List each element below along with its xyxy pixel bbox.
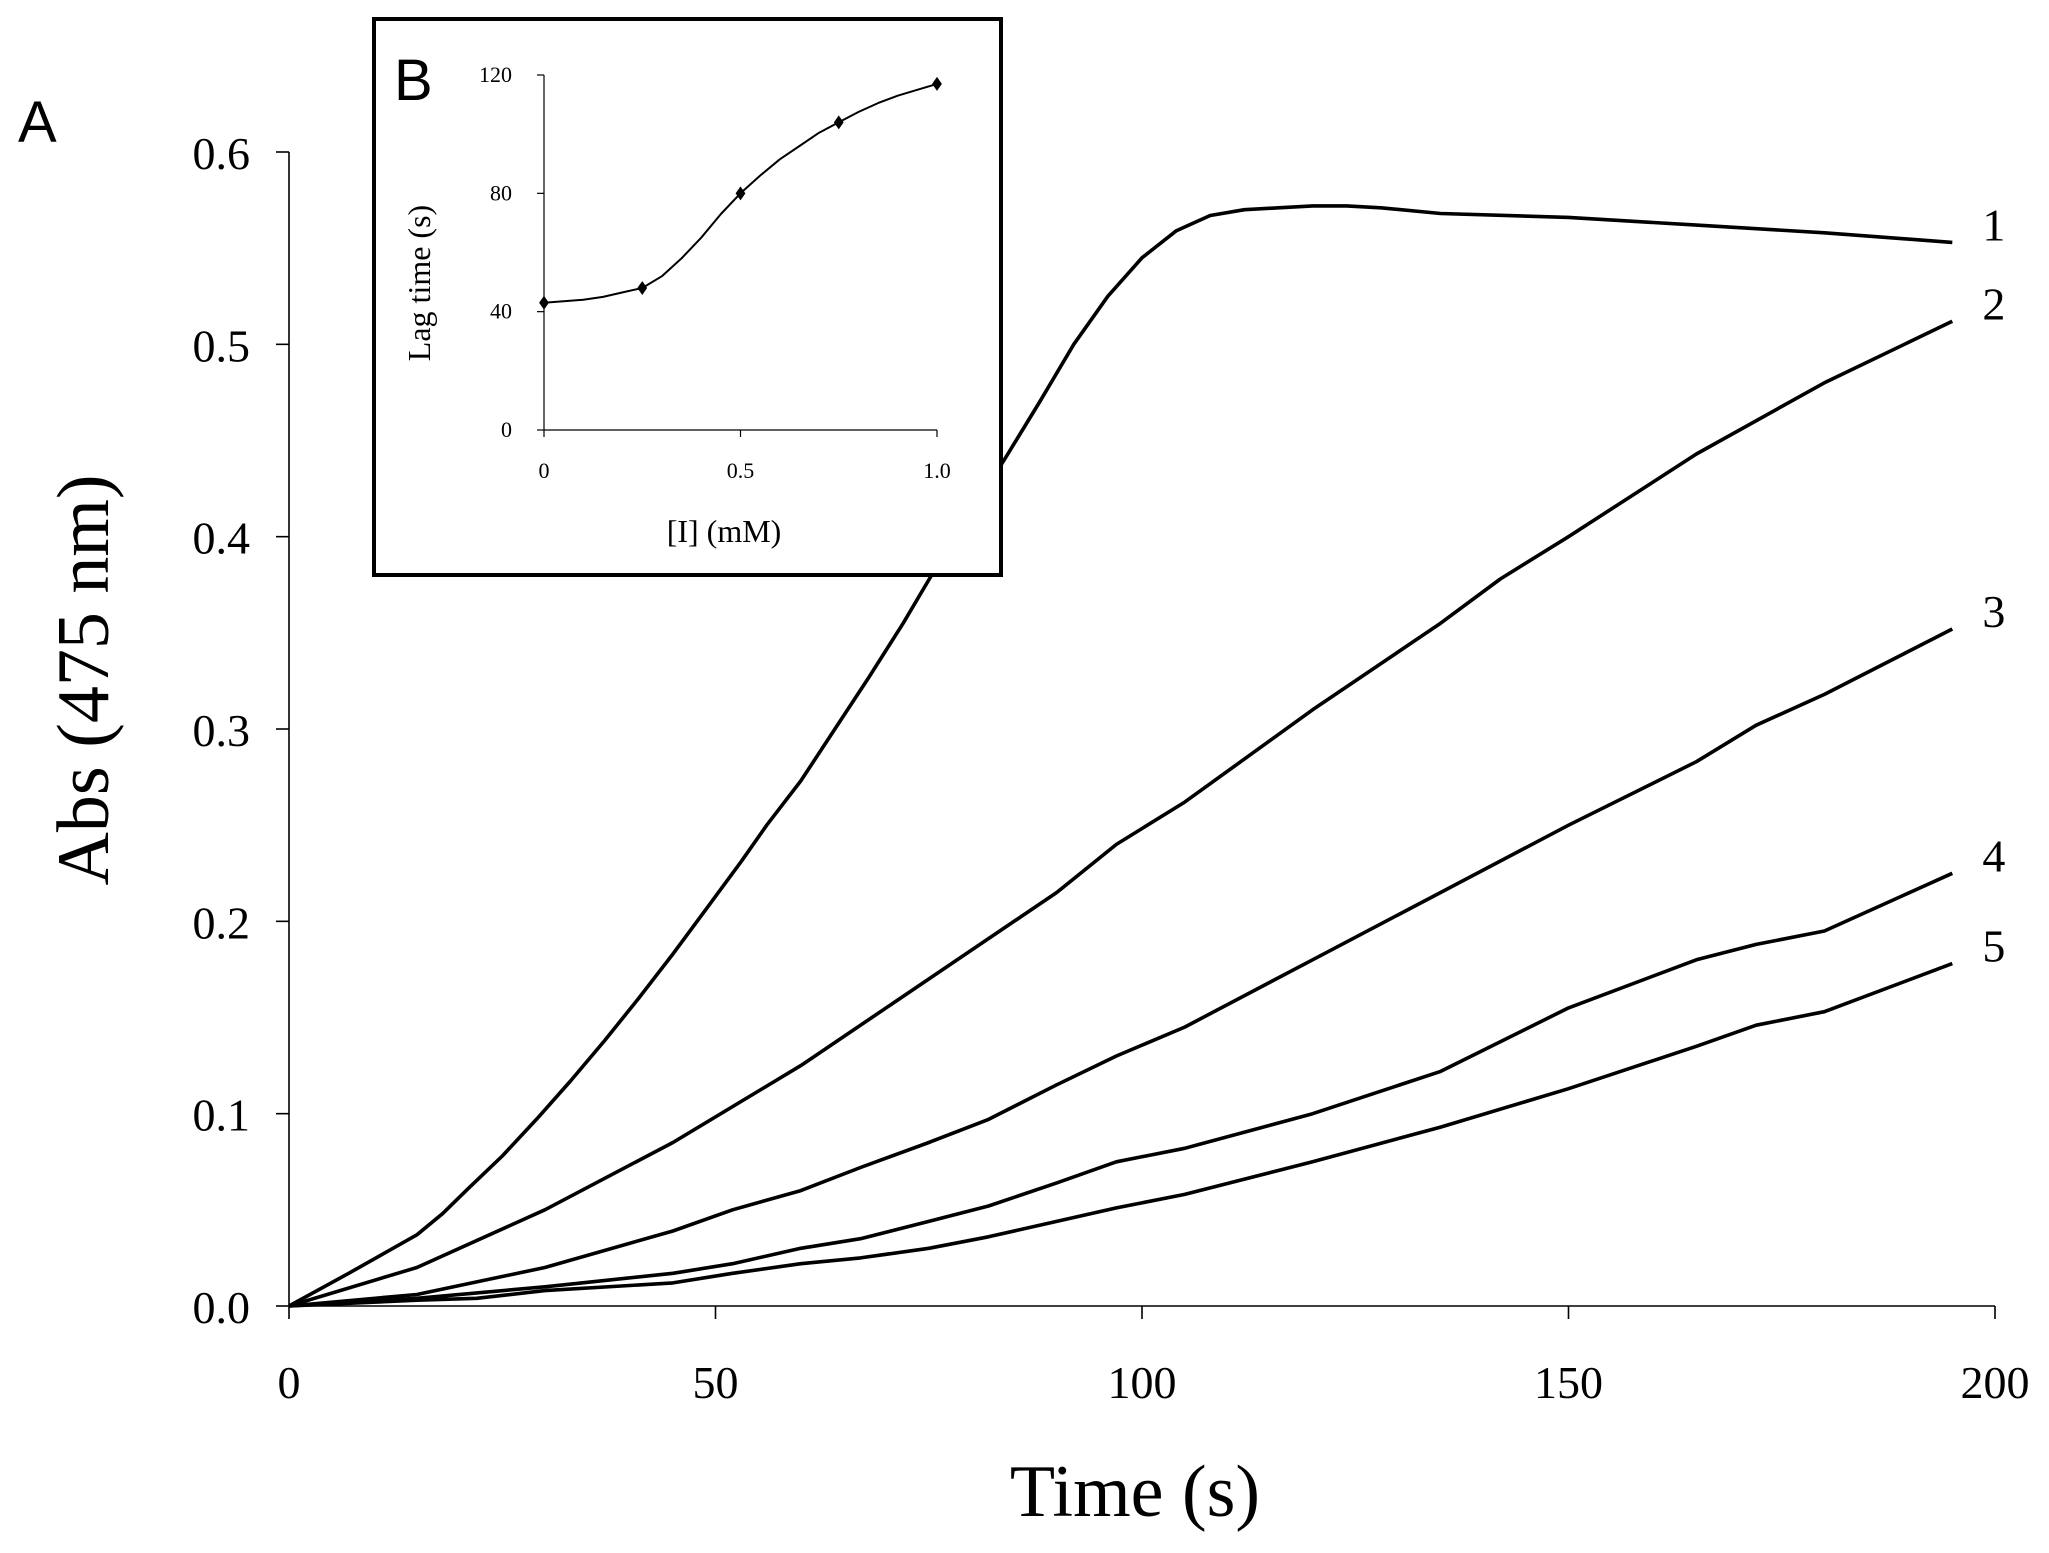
inset-tick-labels: 0 40 80 120 0 0.5 1.0 (479, 62, 951, 483)
inset-frame (372, 17, 1003, 577)
inset-x-axis-title: [I] (mM) (667, 513, 782, 549)
inset-data-point (932, 76, 942, 91)
series-label-5: 5 (1982, 921, 2005, 972)
series-label-3: 3 (1982, 586, 2005, 637)
x-tick-label: 50 (693, 1357, 739, 1408)
x-axis-title: Time (s) (1010, 1451, 1260, 1533)
y-axis-title: Abs (475 nm) (43, 474, 125, 885)
y-tick-label: 0.1 (193, 1090, 251, 1141)
main-series (288, 204, 1954, 1308)
inset-x-tick-label: 0.5 (727, 458, 755, 483)
main-series-labels: 1 2 3 4 5 (1982, 199, 2005, 971)
series-line-2 (288, 319, 1954, 1308)
series-line-1 (288, 204, 1953, 1308)
series-label-2: 2 (1982, 278, 2005, 329)
y-tick-label: 0.2 (193, 897, 251, 948)
inset-y-tick-label: 40 (490, 299, 512, 324)
x-tick-label: 200 (1961, 1357, 2030, 1408)
y-tick-label: 0.3 (193, 705, 251, 756)
series-label-4: 4 (1982, 830, 2005, 881)
series-line-3 (288, 627, 1954, 1308)
y-tick-label: 0.0 (193, 1282, 251, 1333)
panel-a-label: A (18, 90, 57, 155)
y-tick-label: 0.4 (193, 513, 251, 564)
x-tick-label: 100 (1108, 1357, 1177, 1408)
series-line-4 (288, 871, 1954, 1308)
panel-b-label: B (394, 48, 433, 113)
inset-y-tick-label: 80 (490, 180, 512, 205)
series-line-5 (288, 961, 1953, 1308)
y-tick-label: 0.5 (193, 320, 251, 371)
inset-data-point (833, 115, 844, 130)
inset-y-tick-label: 0 (501, 417, 512, 442)
inset-data-point (539, 295, 549, 310)
inset-markers (539, 76, 942, 310)
inset-data-point (735, 186, 746, 201)
inset-axes (537, 74, 938, 437)
x-tick-label: 0 (278, 1357, 301, 1408)
panel-b-inset: B 0 40 80 120 0 0.5 1.0 [I] (mM) Lag time (s) (372, 17, 1003, 577)
inset-data-point (637, 281, 648, 295)
inset-y-axis-title: Lag time (s) (401, 205, 437, 361)
series-label-1: 1 (1982, 199, 2005, 250)
inset-x-tick-label: 0 (539, 458, 550, 483)
inset-x-tick-label: 1.0 (923, 458, 951, 483)
main-axes (276, 151, 1996, 1319)
x-tick-label: 150 (1534, 1357, 1603, 1408)
main-tick-labels: 0.00.10.20.30.40.50.60 50 100 150 200 (193, 128, 2030, 1408)
y-tick-label: 0.6 (193, 128, 251, 179)
inset-y-tick-label: 120 (479, 62, 512, 87)
panel-a: A 0.00.10.20.30.40.50.60 50 100 150 200 1234… (18, 90, 2030, 1533)
